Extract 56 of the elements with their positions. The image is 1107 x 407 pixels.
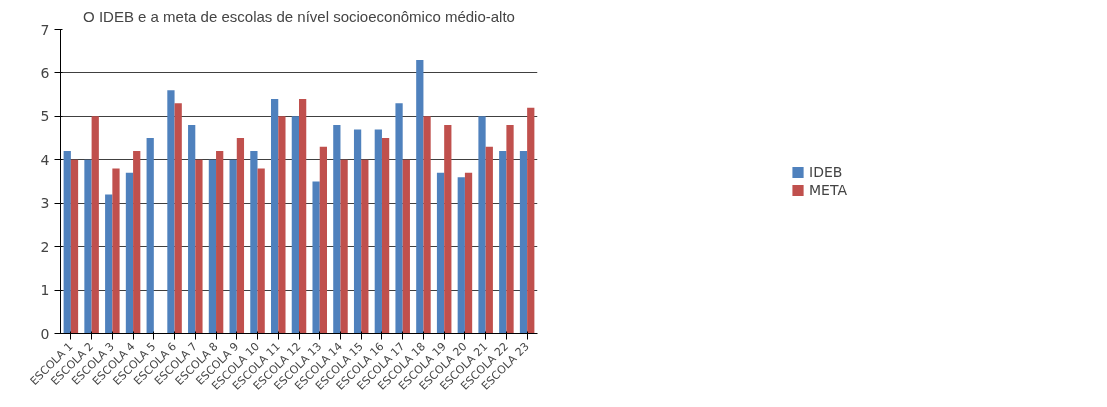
bar (299, 98, 307, 334)
bar (195, 159, 203, 334)
bar (464, 172, 473, 334)
bar (278, 116, 286, 334)
bar (499, 151, 507, 334)
y-tick-label: 3 (40, 195, 50, 212)
y-tick-label: 0 (40, 325, 50, 342)
bar (112, 168, 120, 334)
bar (250, 151, 258, 334)
bar (188, 125, 196, 334)
bar (506, 125, 514, 334)
bar (257, 168, 265, 334)
bar (485, 146, 493, 334)
bar (436, 172, 445, 334)
bar (353, 129, 362, 334)
bar (174, 103, 182, 334)
bar (381, 138, 390, 334)
bar (63, 151, 71, 334)
y-tick-label: 5 (40, 108, 50, 125)
bar (519, 151, 528, 334)
bar (125, 172, 134, 334)
bar (457, 177, 465, 334)
bar (216, 151, 224, 334)
bar (444, 125, 452, 334)
bar (236, 138, 245, 334)
bar (84, 159, 92, 334)
bar (402, 159, 410, 334)
y-tick-label: 7 (40, 21, 50, 38)
y-tick-label: 2 (40, 238, 50, 255)
bar (395, 103, 403, 334)
y-tick-label: 1 (40, 282, 50, 299)
legend-label: IDEB (809, 164, 843, 180)
bar (340, 159, 348, 334)
bar (423, 116, 431, 334)
bar (70, 159, 79, 334)
bar (167, 90, 175, 334)
bar (133, 151, 141, 334)
bar (91, 116, 99, 334)
bar (374, 129, 382, 334)
y-tick-label: 6 (40, 64, 50, 81)
bar (271, 98, 279, 334)
y-tick-label: 4 (40, 151, 50, 168)
bar (291, 116, 299, 334)
bar (146, 138, 154, 334)
bar (312, 181, 320, 334)
chart-title: O IDEB e a meta de escolas de nível socioeconômico médio-alto (83, 7, 515, 25)
bar (361, 159, 369, 334)
bar (416, 59, 424, 334)
legend-label: META (809, 182, 847, 198)
bar (333, 125, 341, 334)
bar (229, 159, 237, 334)
bar (105, 194, 113, 334)
bar (208, 159, 217, 334)
bar (319, 146, 327, 334)
bar (478, 116, 486, 334)
bar (527, 107, 535, 334)
